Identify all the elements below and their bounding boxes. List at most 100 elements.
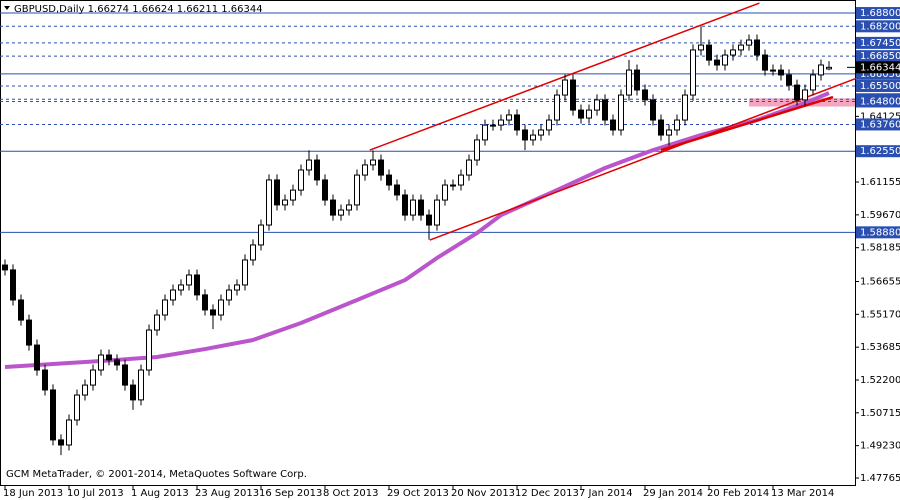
candle-body <box>98 354 104 371</box>
y-tick-label: 1.59670 <box>860 210 900 221</box>
trendline <box>660 95 834 152</box>
x-tick-label: 7 Jan 2014 <box>579 488 633 499</box>
candle-body <box>218 299 224 316</box>
candle-body <box>610 119 616 131</box>
x-tick-label: 29 Jan 2014 <box>643 488 703 499</box>
level-label: 1.66050 <box>860 69 900 80</box>
candle-body <box>314 159 320 181</box>
candle-body <box>210 309 216 316</box>
candle-body <box>786 74 792 86</box>
candle-body <box>298 169 304 191</box>
candle-body <box>674 119 680 131</box>
candle-body <box>402 194 408 216</box>
candle-body <box>738 44 744 51</box>
x-tick-label: 20 Feb 2014 <box>707 488 769 499</box>
trendline <box>429 77 858 241</box>
candle-body <box>754 39 760 56</box>
candle-body <box>666 129 672 136</box>
y-tick-label: 1.53685 <box>860 342 900 353</box>
candle-body <box>90 369 96 386</box>
candle-body <box>114 359 120 366</box>
candle-body <box>690 49 696 96</box>
title-arrow <box>4 6 10 10</box>
candle-body <box>258 224 264 246</box>
candle-body <box>466 159 472 176</box>
candle-body <box>106 354 112 361</box>
y-tick-label: 1.52200 <box>860 375 900 386</box>
candle-body <box>578 109 584 119</box>
level-label-box <box>856 226 900 239</box>
y-tick-label: 1.50715 <box>860 408 900 419</box>
footer: GCM MetaTrader, © 2001-2014, MetaQuotes … <box>6 469 307 480</box>
candle-body <box>562 79 568 96</box>
candle-body <box>730 49 736 56</box>
candle-body <box>410 199 416 216</box>
candle-body <box>370 159 376 166</box>
candle-body <box>434 199 440 226</box>
candle-body <box>322 179 328 201</box>
candle-body <box>538 129 544 136</box>
candle-body <box>762 54 768 71</box>
candle-body <box>794 84 800 101</box>
candle-body <box>202 294 208 311</box>
candle-body <box>354 174 360 206</box>
candle-body <box>506 114 512 121</box>
candle-body <box>146 329 152 371</box>
chart-title: GBPUSD,Daily 1.66274 1.66624 1.66211 1.6… <box>14 4 263 15</box>
candle-body <box>770 69 776 72</box>
candle-body <box>498 119 504 126</box>
candle-body <box>530 134 536 141</box>
plot-layer <box>0 2 858 456</box>
candle-body <box>602 99 608 121</box>
candle-body <box>802 89 808 101</box>
candle-body <box>266 179 272 226</box>
candle-body <box>394 184 400 196</box>
level-label: 1.62550 <box>860 146 900 157</box>
candle-body <box>810 74 816 91</box>
candle-body <box>378 159 384 176</box>
candle-body <box>474 139 480 161</box>
candle-body <box>826 66 832 70</box>
candle-body <box>18 299 24 321</box>
candle-body <box>194 274 200 296</box>
candle-body <box>514 114 520 131</box>
candle-body <box>66 419 72 446</box>
candle-body <box>58 439 64 446</box>
candle-body <box>386 174 392 186</box>
candle-body <box>138 369 144 401</box>
level-label-box <box>856 145 900 158</box>
candle-body <box>306 159 312 171</box>
candle-body <box>250 244 256 261</box>
candle-body <box>650 99 656 121</box>
level-label: 1.58880 <box>860 227 900 238</box>
y-tick-label: 1.64125 <box>860 111 900 122</box>
y-tick-label: 1.58185 <box>860 243 900 254</box>
current-price-box <box>856 61 900 74</box>
moving-average <box>4 91 830 369</box>
candle-body <box>626 69 632 96</box>
candle-body <box>122 364 128 386</box>
y-tick-label: 1.56655 <box>860 277 900 288</box>
candle-body <box>594 99 600 111</box>
y-tick-label: 1.55170 <box>860 309 900 320</box>
level-label-box <box>856 50 900 63</box>
candle-body <box>26 319 32 346</box>
candle-body <box>426 214 432 226</box>
x-tick-label: 16 Sep 2013 <box>259 488 322 499</box>
candle-body <box>346 204 352 211</box>
candle-body <box>450 184 456 187</box>
candle-body <box>458 174 464 186</box>
candle-body <box>554 94 560 121</box>
x-tick-label: 8 Oct 2013 <box>323 488 378 499</box>
candle-body <box>482 124 488 141</box>
current-price-label: 1.66344 <box>860 62 900 73</box>
candle-body <box>338 209 344 216</box>
x-tick-label: 13 Mar 2014 <box>771 488 834 499</box>
candle-body <box>714 59 720 66</box>
candle-body <box>634 69 640 91</box>
candle-body <box>290 189 296 201</box>
candle-body <box>818 64 824 76</box>
candle-body <box>546 119 552 131</box>
candle-body <box>226 289 232 301</box>
y-tick-label: 1.61155 <box>860 177 900 188</box>
